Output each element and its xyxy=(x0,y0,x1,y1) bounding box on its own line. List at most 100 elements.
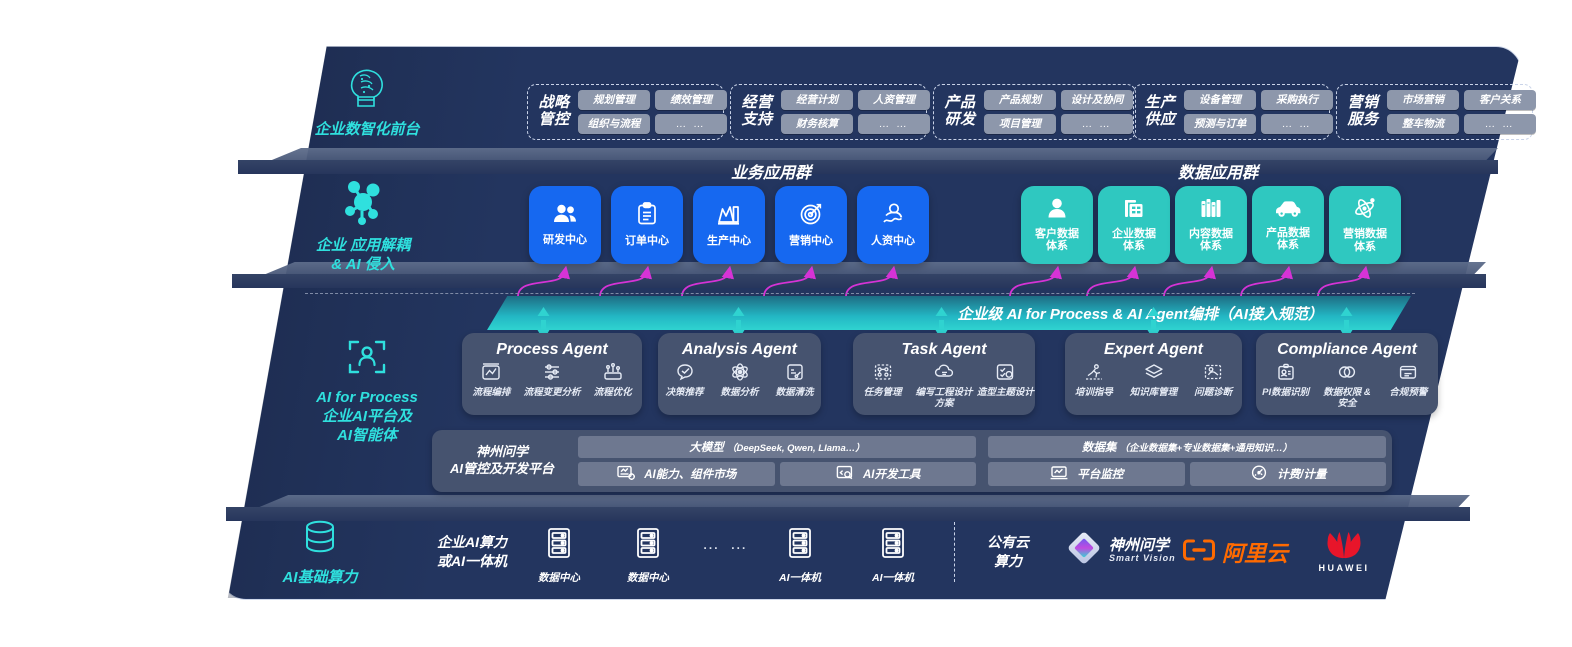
agent-function[interactable]: 编写工程设计方案 xyxy=(914,362,973,409)
platform-cell-monitor[interactable]: 平台监控 xyxy=(988,462,1185,486)
agent-function[interactable]: 合规预警 xyxy=(1379,362,1438,409)
domain-chip-more[interactable]: … … xyxy=(1061,114,1133,134)
infra-node-caption: AI一体机 xyxy=(872,572,914,584)
agent-card-expert[interactable]: Expert Agent 培训指导 xyxy=(1065,333,1242,415)
app-card-hr[interactable]: 人资中心 xyxy=(857,186,929,264)
domain-chip[interactable]: 客户关系 xyxy=(1464,90,1536,110)
app-card-order[interactable]: 订单中心 xyxy=(611,186,683,264)
agent-function[interactable]: 培训指导 xyxy=(1065,362,1123,399)
data-card-marketing[interactable]: 营销数据 体系 xyxy=(1329,186,1401,264)
infra-node[interactable]: 数据中心 xyxy=(620,527,676,585)
agent-function-label: 流程优化 xyxy=(593,387,632,399)
aliyun-name-cn: 阿里云 xyxy=(1222,541,1289,566)
domain-chip[interactable]: 规划管理 xyxy=(578,90,650,110)
agent-function-label: PI数据识别 xyxy=(1262,387,1310,399)
infra-ellipsis: … … xyxy=(702,534,750,553)
platform-cell-billing[interactable]: 计费/计量 xyxy=(1189,462,1386,486)
app-card-production[interactable]: 生产中心 xyxy=(693,186,765,264)
domain-chip-more[interactable]: … … xyxy=(1464,114,1536,134)
agent-card-task[interactable]: Task Agent 任务管理 编写 xyxy=(853,333,1035,415)
data-card-label-line2: 体系 xyxy=(1277,239,1299,252)
platform-cell-label: 平台监控 xyxy=(1077,469,1124,481)
domain-chip[interactable]: 市场营销 xyxy=(1387,90,1459,110)
agent-card-compliance[interactable]: Compliance Agent PI数据识别 数据权限 & xyxy=(1256,333,1438,415)
agent-function[interactable]: 流程优化 xyxy=(583,362,642,399)
infra-node[interactable]: AI一体机 xyxy=(865,527,921,585)
app-card-rd[interactable]: 研发中心 xyxy=(529,186,601,264)
platform-dataset-bar[interactable]: 数据集 （企业数据集+专业数据集+通用知识…） xyxy=(988,436,1386,458)
agent-title: Compliance Agent xyxy=(1277,341,1417,358)
domain-chip[interactable]: 设计及协同 xyxy=(1061,90,1133,110)
agent-function[interactable]: 数据分析 xyxy=(713,362,766,399)
server-icon xyxy=(878,528,908,565)
agent-function-label: 知识库管理 xyxy=(1129,387,1178,399)
layer-label-text: AI基础算力 xyxy=(282,569,358,586)
domain-group[interactable]: 营销 服务 市场营销 客户关系 整车物流 … … xyxy=(1336,84,1536,140)
domain-chip[interactable]: 绩效管理 xyxy=(655,90,727,110)
data-card-label-line2: 体系 xyxy=(1200,240,1222,253)
domain-chip[interactable]: 整车物流 xyxy=(1387,114,1459,134)
optimize-icon xyxy=(583,362,642,385)
alert-doc-icon xyxy=(1379,362,1438,385)
infra-enterprise-compute-label: 企业AI算力 或AI一体机 xyxy=(437,534,507,569)
platform-cell-label: AI能力、组件市场 xyxy=(644,469,737,481)
atom-analysis-icon xyxy=(713,362,766,385)
domain-chip[interactable]: 项目管理 xyxy=(984,114,1056,134)
domain-chip-more[interactable]: … … xyxy=(1261,114,1333,134)
agent-function[interactable]: 数据清洗 xyxy=(768,362,821,399)
agent-function[interactable]: 造型主题设计 xyxy=(976,362,1035,409)
layer-label-text-line3: AI智能体 xyxy=(336,426,397,444)
smartvision-name-en: Smart Vision xyxy=(1109,553,1176,563)
domain-chip[interactable]: 经营计划 xyxy=(781,90,853,110)
layer-label-frontstage: 企业数智化前台 xyxy=(292,66,442,140)
domain-chip[interactable]: 采购执行 xyxy=(1261,90,1333,110)
domain-chip[interactable]: 预测与订单 xyxy=(1184,114,1256,134)
data-card-enterprise[interactable]: 企业数据 体系 xyxy=(1098,186,1170,264)
platform-cell-market[interactable]: AI能力、组件市场 xyxy=(578,462,775,486)
domain-chip[interactable]: 财务核算 xyxy=(781,114,853,134)
agent-function-label: 培训指导 xyxy=(1074,387,1113,399)
domain-group[interactable]: 产品 研发 产品规划 设计及协同 项目管理 … … xyxy=(933,84,1136,140)
domain-group[interactable]: 生产 供应 设备管理 采购执行 预测与订单 … … xyxy=(1133,84,1333,140)
data-card-content[interactable]: 内容数据 体系 xyxy=(1175,186,1247,264)
agent-function[interactable]: 数据权限 & 安全 xyxy=(1317,362,1376,409)
data-card-customer[interactable]: 客户数据 体系 xyxy=(1021,186,1093,264)
data-group-title: 数据应用群 xyxy=(1178,165,1259,182)
domain-chip[interactable]: 设备管理 xyxy=(1184,90,1256,110)
huawei-wordmark: HUAWEI xyxy=(1318,563,1370,573)
infra-node[interactable]: AI一体机 xyxy=(772,527,828,585)
agent-function[interactable]: 流程编排 xyxy=(462,362,521,399)
layer-label-decoupling: 企业 应用解耦 & AI 侵入 xyxy=(288,178,438,275)
agent-functions: 流程编排 流程变更分析 流程优化 xyxy=(462,362,642,399)
agent-function[interactable]: PI数据识别 xyxy=(1256,362,1315,409)
person-scan-icon xyxy=(292,336,442,383)
domain-chip-more[interactable]: … … xyxy=(858,114,930,134)
agent-function[interactable]: 流程变更分析 xyxy=(523,362,582,399)
domain-chip[interactable]: 组织与流程 xyxy=(578,114,650,134)
agent-function[interactable]: 任务管理 xyxy=(853,362,912,409)
domain-chip[interactable]: 人资管理 xyxy=(858,90,930,110)
platform-right-column: 数据集 （企业数据集+专业数据集+通用知识…） 平台监控 xyxy=(982,436,1392,486)
data-card-product[interactable]: 产品数据 体系 xyxy=(1252,186,1324,264)
agent-function[interactable]: 决策推荐 xyxy=(658,362,711,399)
domain-group[interactable]: 经营 支持 经营计划 人资管理 财务核算 … … xyxy=(730,84,930,140)
domain-chip[interactable]: 产品规划 xyxy=(984,90,1056,110)
agent-function[interactable]: 问题诊断 xyxy=(1184,362,1242,399)
domain-chip-more[interactable]: … … xyxy=(655,114,727,134)
data-card-label-line2: 体系 xyxy=(1046,240,1068,253)
platform-llm-bar[interactable]: 大模型 （DeepSeek, Qwen, Llama…） xyxy=(578,436,976,458)
agent-card-process[interactable]: Process Agent 流程编排 流程变更分析 xyxy=(462,333,642,415)
domain-group[interactable]: 战略 管控 规划管理 绩效管理 组织与流程 … … xyxy=(527,84,727,140)
layer-label-text: 企业数智化前台 xyxy=(314,121,420,138)
infra-node[interactable]: 数据中心 xyxy=(531,527,587,585)
agent-title: Analysis Agent xyxy=(682,341,797,358)
agent-function[interactable]: 知识库管理 xyxy=(1125,362,1183,399)
agent-card-analysis[interactable]: Analysis Agent 决策推荐 xyxy=(658,333,821,415)
agent-function-label: 决策推荐 xyxy=(665,387,704,399)
agent-function-label: 合规预警 xyxy=(1389,387,1428,399)
domain-name: 经营 支持 xyxy=(741,94,773,128)
platform-cell-devtool[interactable]: AI开发工具 xyxy=(779,462,976,486)
app-card-marketing[interactable]: 营销中心 xyxy=(775,186,847,264)
ai-platform-strip: 神州问学 AI管控及开发平台 大模型 （DeepSeek, Qwen, Llam… xyxy=(432,430,1392,492)
atom-icon xyxy=(1353,196,1377,223)
